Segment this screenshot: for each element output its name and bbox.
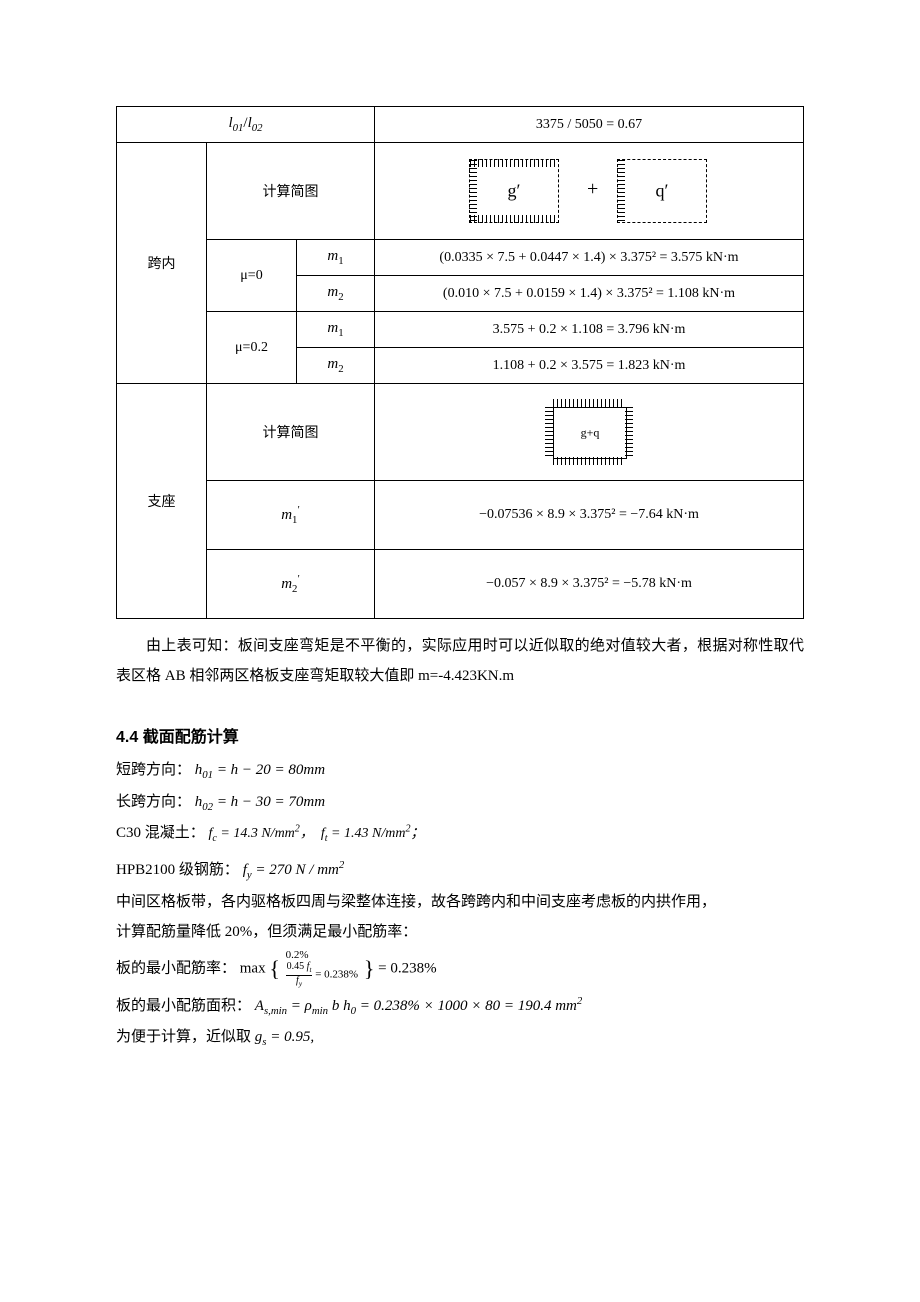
line-concrete-label: C30 混凝土： (116, 825, 205, 841)
panel-gq: g+q (553, 407, 627, 459)
line-steel: HPB2100 级钢筋： fy = 270 N / mm2 (116, 855, 804, 887)
load-diagram-single: g+q (539, 399, 639, 465)
table-row: 支座 计算简图 g+q (117, 384, 804, 481)
table-row: μ=0 m1 (0.0335 × 7.5 + 0.0447 × 1.4) × 3… (117, 240, 804, 276)
gs-eq: gs = 0.95, (255, 1029, 314, 1045)
mu0-label: μ=0 (207, 240, 297, 312)
m1p-label: m1′ (207, 481, 375, 550)
diagram-label-1: 计算简图 (207, 143, 375, 240)
table-row: m1′ −0.07536 × 8.9 × 3.375² = −7.64 kN·m (117, 481, 804, 550)
line-6: 计算配筋量降低 20%，但须满足最小配筋率： (116, 917, 804, 947)
line-steel-eq: fy = 270 N / mm2 (243, 862, 345, 878)
page-root: l01/l02 3375 / 5050 = 0.67 跨内 计算简图 g′ + (0, 0, 920, 1302)
panel-gq-label: g+q (554, 426, 626, 441)
m2-label: m2 (297, 276, 375, 312)
line-steel-label: HPB2100 级钢筋： (116, 862, 239, 878)
ratio-symbol: l01/l02 (228, 115, 262, 131)
line-5: 中间区格板带，各内驱格板四周与梁整体连接，故各跨跨内和中间支座考虑板的内拱作用， (116, 887, 804, 917)
calculation-table: l01/l02 3375 / 5050 = 0.67 跨内 计算简图 g′ + (116, 106, 804, 619)
mu0-m1-value: (0.0335 × 7.5 + 0.0447 × 1.4) × 3.375² =… (375, 240, 804, 276)
frac-den: fy (286, 976, 313, 989)
mu02-m1-value: 3.575 + 0.2 × 1.108 = 3.796 kN·m (375, 312, 804, 348)
line-h02: 长跨方向： h02 = h − 30 = 70mm (116, 787, 804, 819)
panel-g: g′ (469, 159, 559, 223)
panel-q-label: q′ (618, 181, 706, 202)
diagram-1: g′ + q′ (375, 143, 804, 240)
mu0-m2-value: (0.010 × 7.5 + 0.0159 × 1.4) × 3.375² = … (375, 276, 804, 312)
table-row: 跨内 计算简图 g′ + q′ (117, 143, 804, 240)
line-h01-label: 短跨方向： (116, 762, 191, 778)
table-row: l01/l02 3375 / 5050 = 0.67 (117, 107, 804, 143)
m2p-label: m2′ (207, 550, 375, 619)
line-concrete: C30 混凝土： fc = 14.3 N/mm2， ft = 1.43 N/mm… (116, 818, 804, 849)
min-ratio-result: = 0.238% (378, 960, 436, 976)
mu02-label: μ=0.2 (207, 312, 297, 384)
line-min-ratio: 板的最小配筋率： max { 0.2% 0.45 ft fy = 0.238% … (116, 947, 804, 991)
brace-right-icon: } (364, 956, 375, 981)
after-table-paragraph: 由上表可知：板间支座弯矩是不平衡的，实际应用时可以近似取的绝对值较大者，根据对称… (116, 631, 804, 691)
section-title: 4.4 截面配筋计算 (116, 723, 804, 747)
line-h01: 短跨方向： h01 = h − 20 = 80mm (116, 755, 804, 787)
frac-num: 0.45 ft (286, 962, 313, 976)
line-h02-eq: h02 = h − 30 = 70mm (195, 794, 325, 810)
plus-icon: + (587, 178, 598, 201)
panel-q: q′ (617, 159, 707, 223)
diagram-label-2: 计算简图 (207, 384, 375, 481)
max-symbol: max (240, 960, 266, 976)
table-row: μ=0.2 m1 3.575 + 0.2 × 1.108 = 3.796 kN·… (117, 312, 804, 348)
line-h01-eq: h01 = h − 20 = 80mm (195, 762, 325, 778)
span-section-label: 跨内 (117, 143, 207, 384)
diagram-2: g+q (375, 384, 804, 481)
line-concrete-eq: fc = 14.3 N/mm2， ft = 1.43 N/mm2； (209, 826, 425, 841)
gs-label: 为便于计算，近似取 (116, 1029, 251, 1045)
m2-label: m2 (297, 348, 375, 384)
m1-label: m1 (297, 240, 375, 276)
min-ratio-label: 板的最小配筋率： (116, 960, 236, 976)
min-area-label: 板的最小配筋面积： (116, 998, 251, 1014)
load-diagram-pair: g′ + q′ (459, 156, 719, 226)
mu02-m2-value: 1.108 + 0.2 × 3.575 = 1.823 kN·m (375, 348, 804, 384)
ratio-value: 3375 / 5050 = 0.67 (375, 107, 804, 143)
line-h02-label: 长跨方向： (116, 794, 191, 810)
min-area-eq: As,min = ρmin b h0 = 0.238% × 1000 × 80 … (255, 998, 583, 1014)
panel-g-label: g′ (470, 181, 558, 202)
line-min-area: 板的最小配筋面积： As,min = ρmin b h0 = 0.238% × … (116, 991, 804, 1023)
m1p-value: −0.07536 × 8.9 × 3.375² = −7.64 kN·m (375, 481, 804, 550)
line-gs: 为便于计算，近似取 gs = 0.95, (116, 1022, 804, 1054)
fraction-icon: 0.45 ft fy (286, 962, 313, 988)
support-section-label: 支座 (117, 384, 207, 619)
brace-left-icon: { (269, 956, 280, 981)
max-opt-2-eq: = 0.238% (315, 969, 358, 981)
max-options: 0.2% 0.45 ft fy = 0.238% (286, 949, 358, 988)
m2p-value: −0.057 × 8.9 × 3.375² = −5.78 kN·m (375, 550, 804, 619)
m1-label: m1 (297, 312, 375, 348)
table-row: m2′ −0.057 × 8.9 × 3.375² = −5.78 kN·m (117, 550, 804, 619)
ratio-label: l01/l02 (117, 107, 375, 143)
